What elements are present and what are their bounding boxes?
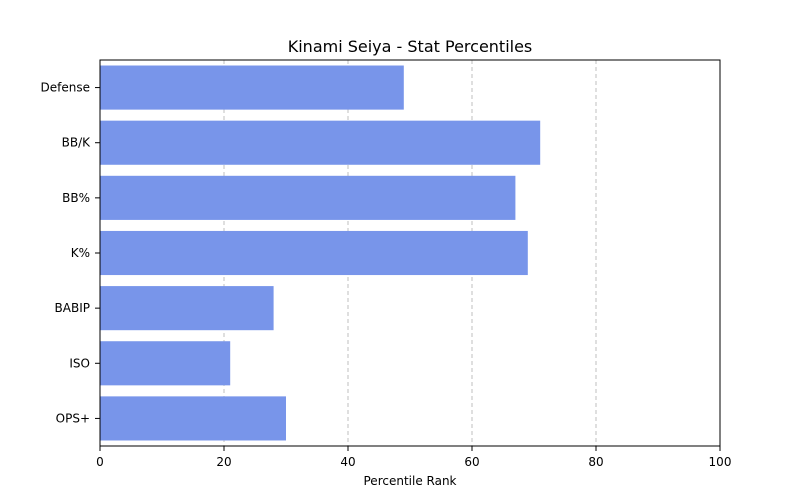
y-tick-label: BB% — [62, 191, 90, 205]
x-tick-label: 60 — [464, 455, 479, 469]
y-tick-label: BABIP — [55, 301, 90, 315]
x-tick-label: 20 — [216, 455, 231, 469]
y-tick-label: ISO — [69, 356, 90, 370]
y-axis-ticks: Defense BB/K BB% K% BABIP ISO OPS+ — [41, 81, 100, 425]
chart-title: Kinami Seiya - Stat Percentiles — [288, 37, 533, 56]
x-tick-label: 0 — [96, 455, 104, 469]
y-tick-label: K% — [71, 246, 90, 260]
bar — [100, 65, 404, 110]
x-tick-label: 80 — [588, 455, 603, 469]
bar — [100, 341, 231, 386]
bar — [100, 230, 528, 276]
bar — [100, 175, 516, 220]
x-axis-label: Percentile Rank — [364, 474, 457, 488]
x-axis-ticks: 0 20 40 60 80 100 — [96, 446, 731, 469]
x-tick-label: 100 — [709, 455, 732, 469]
bar — [100, 120, 541, 165]
y-tick-label: BB/K — [62, 136, 92, 150]
bar — [100, 286, 274, 331]
y-tick-label: Defense — [41, 81, 90, 95]
x-tick-label: 40 — [340, 455, 355, 469]
y-tick-label: OPS+ — [56, 411, 90, 425]
bars — [100, 65, 541, 441]
bar — [100, 396, 286, 441]
